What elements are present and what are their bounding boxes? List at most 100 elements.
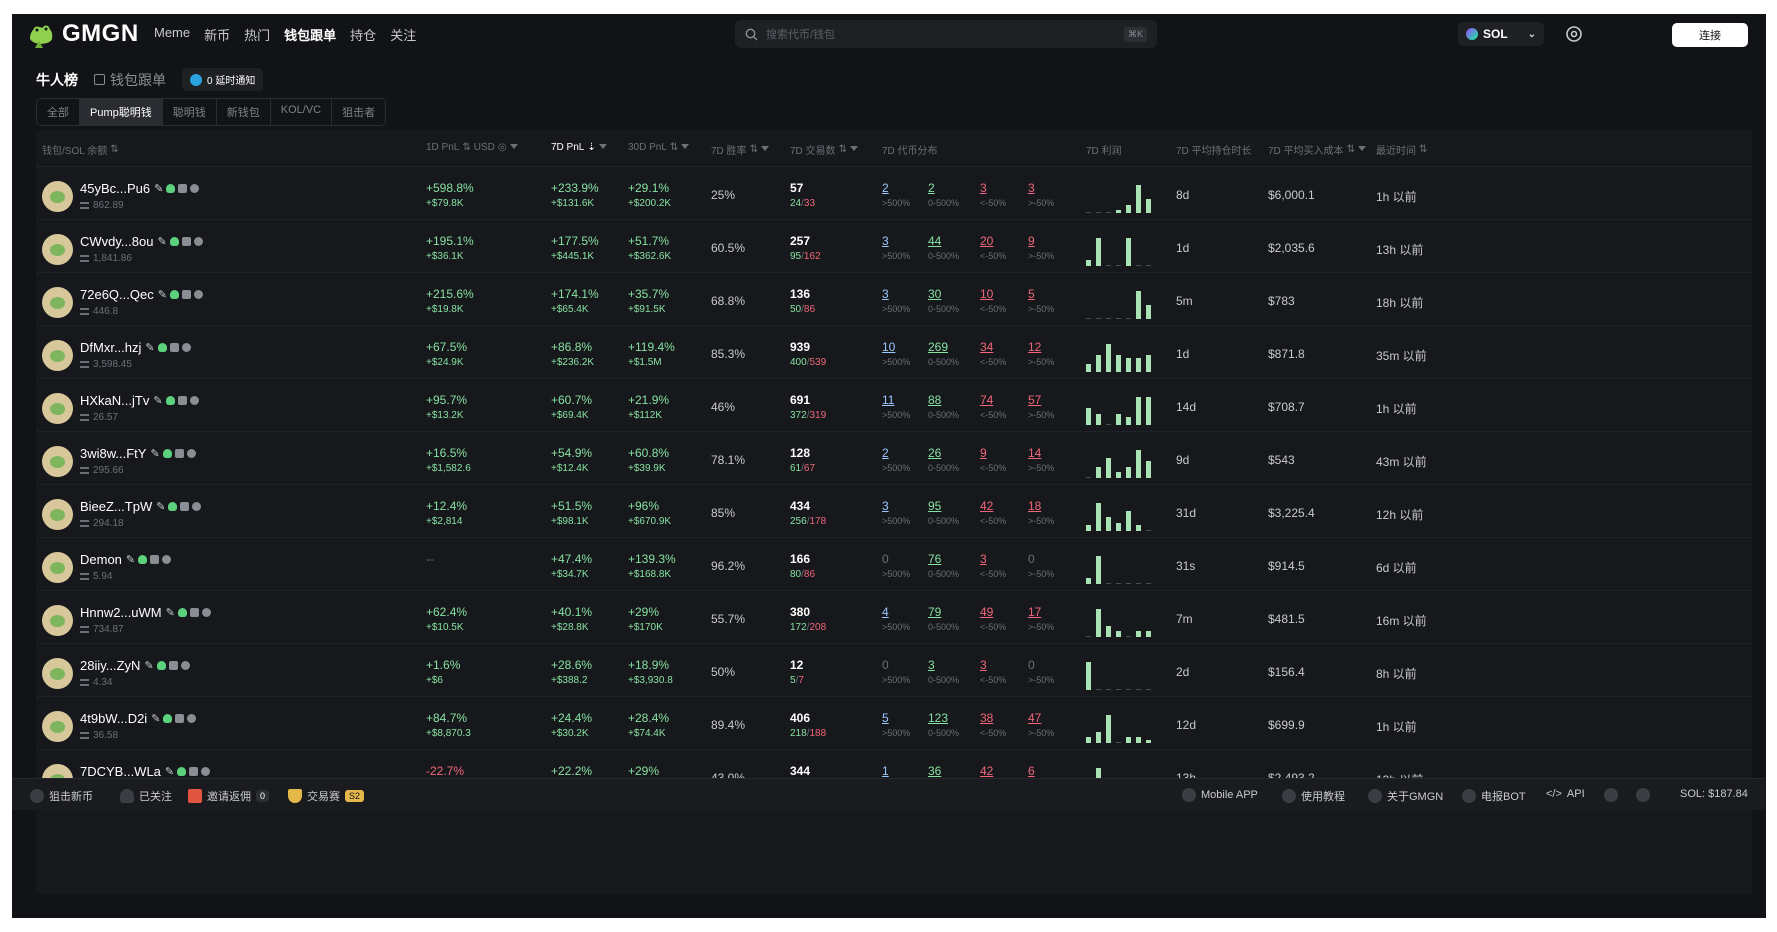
- avatar[interactable]: [42, 711, 73, 742]
- heart-icon[interactable]: [187, 714, 197, 723]
- col-wallet[interactable]: 钱包/SOL 余额 ⇅: [42, 142, 119, 157]
- heart-icon[interactable]: [201, 767, 211, 776]
- nav-new-tokens[interactable]: 新币: [204, 28, 231, 43]
- avatar[interactable]: [42, 605, 73, 636]
- usd-toggle[interactable]: USD: [473, 142, 495, 153]
- distribution-bucket[interactable]: 88 0-500%: [928, 393, 968, 423]
- distribution-bucket[interactable]: 9 >-50%: [1028, 234, 1068, 264]
- edit-icon[interactable]: ✎: [125, 554, 136, 566]
- edit-icon[interactable]: ✎: [156, 501, 166, 513]
- about-link[interactable]: 关于GMGN: [1368, 788, 1443, 804]
- distribution-bucket[interactable]: 10 >500%: [882, 340, 922, 370]
- distribution-bucket[interactable]: 3 >-50%: [1028, 181, 1068, 211]
- distribution-bucket[interactable]: 0 >-50%: [1028, 658, 1068, 688]
- copy-icon[interactable]: [174, 449, 184, 458]
- snipe-button[interactable]: 狙击新币: [30, 788, 93, 804]
- contest-button[interactable]: 交易赛 S2: [288, 788, 365, 804]
- table-row[interactable]: HXkaN...jTv ✎ 26.57 +95.7% +$13.2K +60.7% +$69…: [36, 379, 1752, 432]
- wallet-address[interactable]: CWvdy...8ou: [80, 234, 154, 249]
- distribution-bucket[interactable]: 26 0-500%: [928, 446, 968, 476]
- distribution-bucket[interactable]: 10 <-50%: [980, 287, 1020, 317]
- filter-icon[interactable]: [1357, 145, 1367, 154]
- filter-icon[interactable]: [849, 145, 859, 154]
- page-title[interactable]: 牛人榜: [36, 71, 78, 88]
- wallet-address[interactable]: HXkaN...jTv: [80, 393, 150, 408]
- distribution-bucket[interactable]: 3 <-50%: [980, 552, 1020, 582]
- distribution-bucket[interactable]: 42 <-50%: [980, 499, 1020, 529]
- distribution-bucket[interactable]: 38 <-50%: [980, 711, 1020, 741]
- distribution-bucket[interactable]: 20 <-50%: [980, 234, 1020, 264]
- wallet-address[interactable]: Hnnw2...uWM: [80, 605, 162, 620]
- distribution-bucket[interactable]: 79 0-500%: [928, 605, 968, 635]
- connect-button[interactable]: 连接: [1672, 23, 1748, 47]
- table-row[interactable]: CWvdy...8ou ✎ 1,841.86 +195.1% +$36.1K +177.5…: [36, 220, 1752, 273]
- distribution-bucket[interactable]: 3 >500%: [882, 234, 922, 264]
- edit-icon[interactable]: ✎: [151, 713, 161, 725]
- distribution-bucket[interactable]: 44 0-500%: [928, 234, 968, 264]
- heart-icon[interactable]: [190, 184, 200, 193]
- copy-icon[interactable]: [169, 343, 179, 352]
- heart-icon[interactable]: [189, 396, 199, 405]
- wallet-address[interactable]: Demon: [80, 552, 122, 567]
- edit-icon[interactable]: ✎: [154, 183, 164, 195]
- delay-notify-button[interactable]: 0 延时通知: [182, 68, 264, 91]
- distribution-bucket[interactable]: 2 >500%: [882, 181, 922, 211]
- followed-button[interactable]: 已关注: [120, 788, 172, 804]
- distribution-bucket[interactable]: 11 >500%: [882, 393, 922, 423]
- table-row[interactable]: Hnnw2...uWM ✎ 734.87 +62.4% +$10.5K +40.1% +$2…: [36, 591, 1752, 644]
- edit-icon[interactable]: ✎: [157, 289, 167, 301]
- telegram-bot-link[interactable]: 电报BOT: [1462, 788, 1526, 804]
- invite-button[interactable]: 邀请返佣 0: [188, 788, 270, 804]
- edit-icon[interactable]: ✎: [157, 236, 167, 248]
- edit-icon[interactable]: ✎: [145, 342, 155, 354]
- api-link[interactable]: </> API: [1546, 788, 1585, 800]
- distribution-bucket[interactable]: 30 0-500%: [928, 287, 968, 317]
- avatar[interactable]: [42, 658, 73, 689]
- filter-icon[interactable]: [681, 143, 690, 152]
- copy-icon[interactable]: [180, 502, 190, 511]
- copy-icon[interactable]: [178, 184, 188, 193]
- edit-icon[interactable]: ✎: [153, 395, 163, 407]
- copy-icon[interactable]: [168, 661, 178, 670]
- distribution-bucket[interactable]: 9 <-50%: [980, 446, 1020, 476]
- distribution-bucket[interactable]: 14 >-50%: [1028, 446, 1068, 476]
- heart-icon[interactable]: [186, 449, 196, 458]
- wallet-address[interactable]: 4t9bW...D2i: [80, 711, 148, 726]
- distribution-bucket[interactable]: 47 >-50%: [1028, 711, 1068, 741]
- nav-meme[interactable]: Meme: [154, 25, 191, 40]
- distribution-bucket[interactable]: 12 >-50%: [1028, 340, 1068, 370]
- mobile-app-link[interactable]: Mobile APP: [1182, 788, 1258, 802]
- x-link[interactable]: [1604, 788, 1618, 802]
- distribution-bucket[interactable]: 3 <-50%: [980, 181, 1020, 211]
- table-row[interactable]: 45yBc...Pu6 ✎ 862.89 +598.8% +$79.8K +233.9% +…: [36, 167, 1752, 220]
- distribution-bucket[interactable]: 3 >500%: [882, 499, 922, 529]
- telegram-link[interactable]: [1636, 788, 1650, 802]
- avatar[interactable]: [42, 446, 73, 477]
- heart-icon[interactable]: [193, 290, 203, 299]
- distribution-bucket[interactable]: 3 <-50%: [980, 658, 1020, 688]
- distribution-bucket[interactable]: 0 >500%: [882, 658, 922, 688]
- avatar[interactable]: [42, 499, 73, 530]
- avatar[interactable]: [42, 234, 73, 265]
- copy-icon[interactable]: [189, 608, 199, 617]
- distribution-bucket[interactable]: 5 >500%: [882, 711, 922, 741]
- copy-icon[interactable]: [189, 767, 199, 776]
- distribution-bucket[interactable]: 4 >500%: [882, 605, 922, 635]
- filter-new-wallet[interactable]: 新钱包: [217, 99, 271, 125]
- copy-icon[interactable]: [181, 290, 191, 299]
- table-row[interactable]: Demon ✎ 5.94 -- +47.4% +$34.7K +139.3% +$168.8K…: [36, 538, 1752, 591]
- wallet-address[interactable]: 72e6Q...Qec: [80, 287, 154, 302]
- filter-icon[interactable]: [760, 145, 770, 154]
- filter-pump-smart-money[interactable]: Pump聪明钱: [80, 99, 163, 125]
- tab-copy-trade[interactable]: 钱包跟单: [94, 70, 166, 90]
- wallet-address[interactable]: DfMxr...hzj: [80, 340, 142, 355]
- distribution-bucket[interactable]: 3 0-500%: [928, 658, 968, 688]
- wallet-address[interactable]: 45yBc...Pu6: [80, 181, 151, 196]
- nav-copy-trade[interactable]: 钱包跟单: [284, 28, 337, 43]
- edit-icon[interactable]: ✎: [144, 660, 154, 672]
- col-winrate[interactable]: 7D 胜率 ⇅: [711, 142, 770, 157]
- distribution-bucket[interactable]: 5 >-50%: [1028, 287, 1068, 317]
- distribution-bucket[interactable]: 49 <-50%: [980, 605, 1020, 635]
- copy-icon[interactable]: [181, 237, 191, 246]
- avatar[interactable]: [42, 552, 73, 583]
